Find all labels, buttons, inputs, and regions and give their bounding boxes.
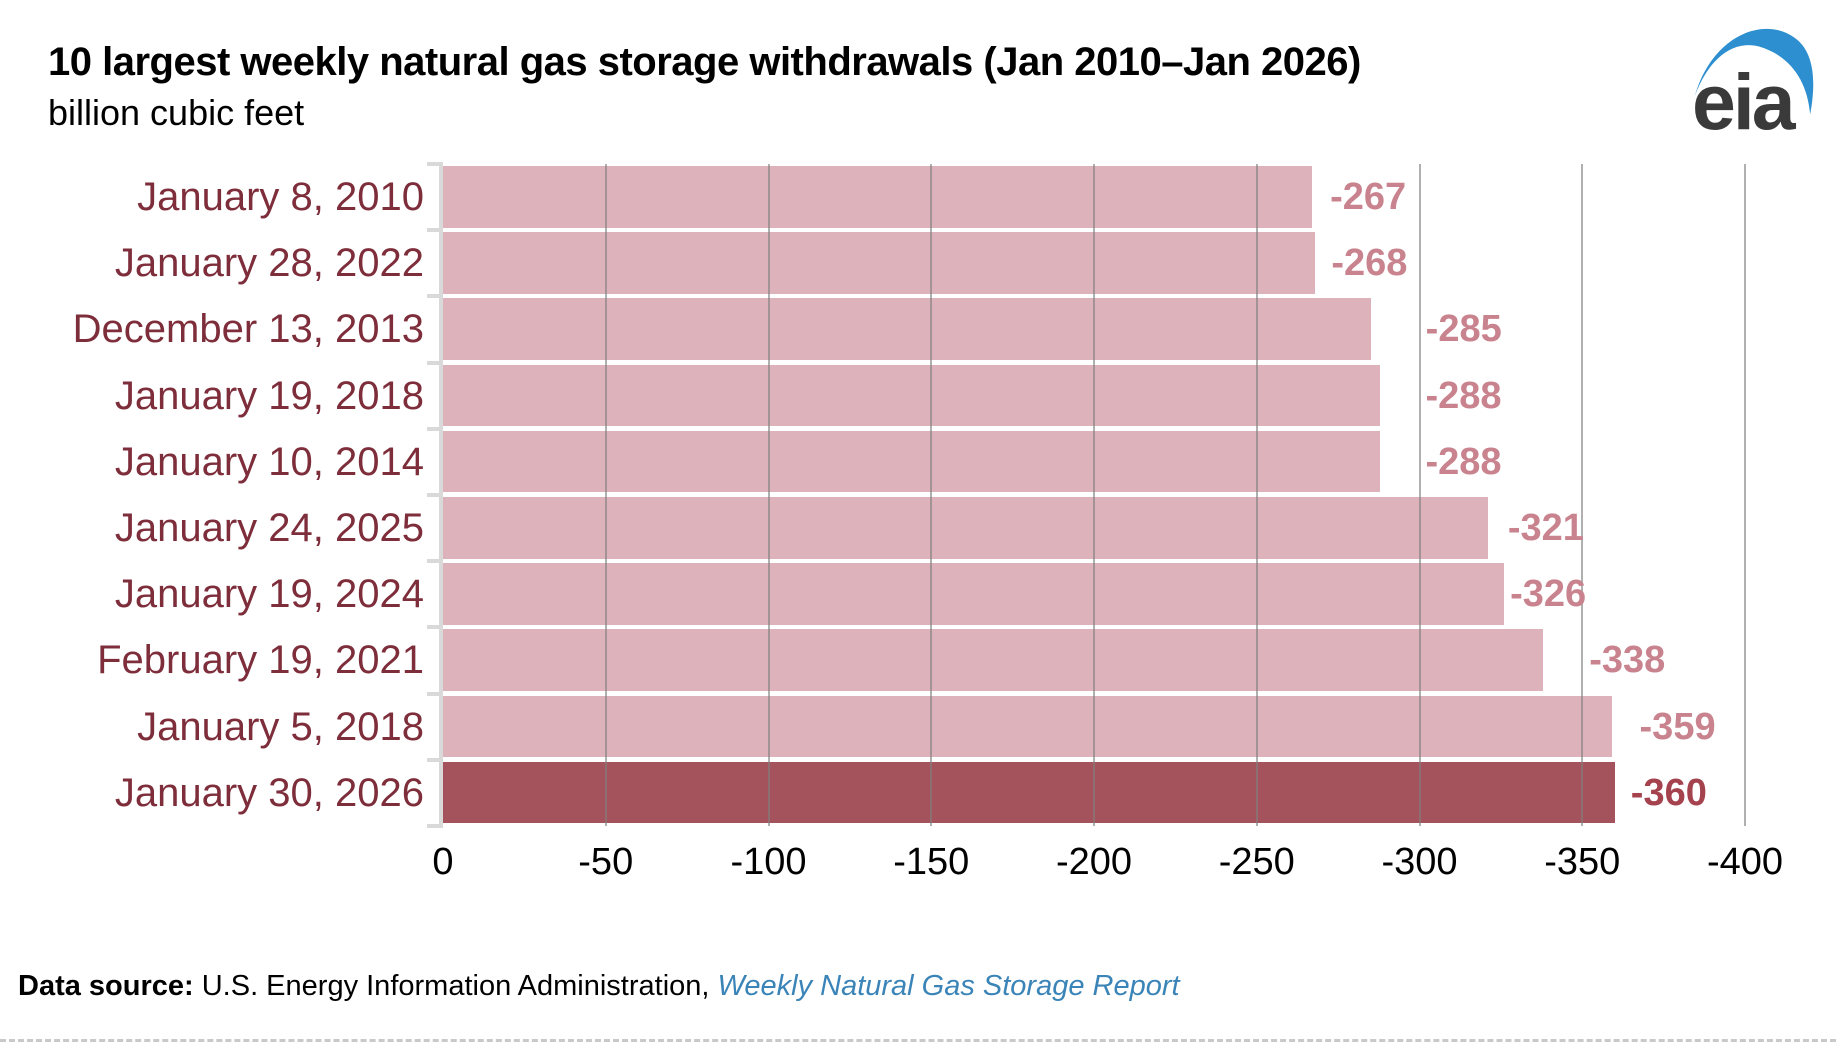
category-axis-tick: [427, 426, 443, 431]
bar-january-19-2018: [443, 364, 1381, 427]
value-axis-tick-label: -200: [1055, 841, 1133, 883]
category-axis-tick: [427, 625, 443, 630]
category-label: January 28, 2022: [114, 241, 424, 286]
storage-report-link[interactable]: Weekly Natural Gas Storage Report: [717, 970, 1180, 1002]
category-label: January 8, 2010: [137, 175, 424, 219]
chart-subtitle: billion cubic feet: [48, 92, 305, 133]
gridline--150: [930, 164, 933, 826]
eia-logo-text: eia: [1692, 58, 1797, 142]
value-label: -359: [1639, 705, 1716, 748]
data-source-text: U.S. Energy Information Administration,: [193, 970, 718, 1002]
value-label: -321: [1507, 507, 1584, 549]
data-source-prefix: Data source:: [18, 970, 194, 1002]
value-label: -285: [1425, 308, 1502, 351]
value-label: -288: [1425, 440, 1502, 483]
bar-january-19-2024: [443, 563, 1505, 625]
value-label: -326: [1510, 573, 1587, 616]
value-axis-tick-label: -150: [893, 841, 970, 883]
value-label: -288: [1425, 374, 1502, 417]
gridline--100: [767, 164, 770, 826]
value-axis-tick-label: 0: [432, 841, 454, 883]
gridline--50: [604, 164, 607, 826]
gridline--300: [1418, 164, 1421, 826]
category-label: January 5, 2018: [137, 704, 424, 749]
category-axis-tick: [427, 559, 443, 564]
value-axis-tick-label: -50: [578, 841, 634, 883]
bar-december-13-2013: [443, 298, 1371, 361]
category-axis-tick: [427, 691, 443, 696]
bar-january-10-2014: [443, 430, 1381, 493]
category-label: January 10, 2014: [114, 439, 424, 484]
category-label: January 24, 2025: [114, 506, 424, 550]
gridline--200: [1093, 164, 1095, 826]
bar-january-30-2026: [443, 761, 1615, 824]
bar-february-19-2021: [443, 629, 1544, 692]
value-axis-tick-label: -250: [1218, 841, 1295, 883]
gridline--400: [1744, 164, 1746, 826]
chart-title: 10 largest weekly natural gas storage wi…: [48, 40, 1361, 84]
bar-january-5-2018: [443, 695, 1612, 758]
value-label: -360: [1630, 771, 1707, 814]
category-label: January 30, 2026: [114, 770, 424, 815]
value-axis-tick-label: -100: [730, 841, 807, 883]
category-label: January 19, 2018: [114, 373, 424, 418]
value-axis-tick-label: -300: [1381, 841, 1458, 883]
category-label: February 19, 2021: [97, 638, 424, 683]
value-axis-tick-label: -350: [1544, 841, 1621, 883]
category-axis-tick: [427, 360, 443, 365]
data-source-note: Data source: U.S. Energy Information Adm…: [18, 970, 1180, 1003]
eia-logo-icon: eia: [1692, 28, 1814, 142]
category-axis-tick: [427, 162, 443, 166]
category-axis-tick: [427, 824, 443, 828]
value-label: -268: [1331, 242, 1408, 285]
category-axis-tick: [427, 294, 443, 299]
category-label: December 13, 2013: [72, 307, 424, 352]
category-axis-tick: [427, 493, 443, 497]
bar-plot-area: -267 -268 -285 -288 -288 -321 -326 -338 -359 -360: [427, 162, 1746, 828]
bar-january-24-2025: [443, 497, 1488, 559]
category-axis-tick: [427, 228, 443, 233]
value-axis-tick-label: -400: [1706, 841, 1784, 883]
bar-january-28-2022: [443, 232, 1316, 294]
category-label: January 19, 2024: [114, 572, 424, 617]
category-axis-tick: [427, 757, 443, 762]
bar-january-8-2010: [443, 166, 1313, 228]
value-label: -338: [1589, 639, 1666, 682]
eia-logo-swoosh-icon: [1694, 28, 1814, 115]
value-label: -267: [1330, 176, 1407, 218]
gridline--250: [1255, 164, 1258, 826]
gridline--350: [1581, 164, 1584, 826]
bottom-dashed-divider: [0, 1039, 1836, 1042]
